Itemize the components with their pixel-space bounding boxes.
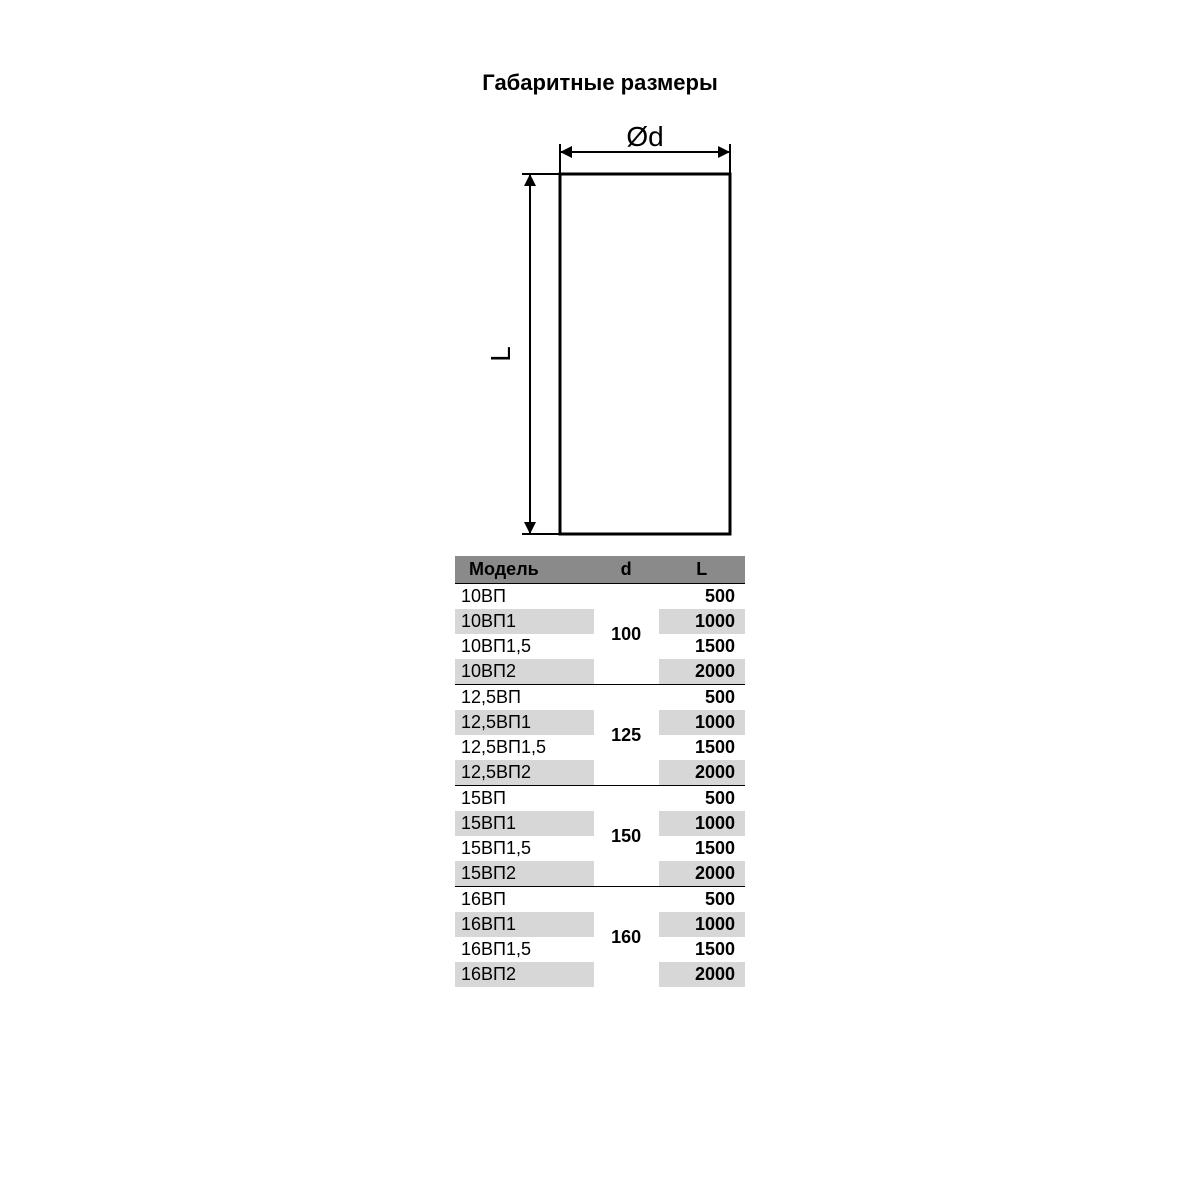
table-header-row: Модель d L — [455, 556, 745, 584]
dimensions-table-wrap: Модель d L 10ВП10050010ВП1100010ВП1,5150… — [455, 556, 745, 987]
l-cell: 1500 — [659, 634, 745, 659]
model-cell: 15ВП1,5 — [455, 836, 594, 861]
col-header-model: Модель — [455, 556, 594, 584]
model-cell: 16ВП2 — [455, 962, 594, 987]
model-cell: 15ВП1 — [455, 811, 594, 836]
dimensions-table: Модель d L 10ВП10050010ВП1100010ВП1,5150… — [455, 556, 745, 987]
svg-text:L: L — [485, 346, 516, 362]
model-cell: 16ВП1 — [455, 912, 594, 937]
page: Габаритные размеры ØdL Модель d L 10ВП10… — [0, 0, 1200, 1200]
table-row: 12,5ВП125500 — [455, 685, 745, 711]
l-cell: 2000 — [659, 760, 745, 786]
col-header-l: L — [659, 556, 745, 584]
l-cell: 1000 — [659, 811, 745, 836]
model-cell: 12,5ВП — [455, 685, 594, 711]
page-title: Габаритные размеры — [482, 70, 717, 96]
l-cell: 500 — [659, 786, 745, 812]
l-cell: 2000 — [659, 962, 745, 987]
l-cell: 1500 — [659, 735, 745, 760]
l-cell: 500 — [659, 584, 745, 610]
model-cell: 12,5ВП1 — [455, 710, 594, 735]
col-header-d: d — [594, 556, 659, 584]
table-row: 16ВП160500 — [455, 887, 745, 913]
l-cell: 500 — [659, 887, 745, 913]
l-cell: 1500 — [659, 937, 745, 962]
model-cell: 16ВП — [455, 887, 594, 913]
model-cell: 10ВП1 — [455, 609, 594, 634]
model-cell: 15ВП — [455, 786, 594, 812]
dimension-diagram: Ød L — [440, 114, 760, 544]
model-cell: 10ВП — [455, 584, 594, 610]
d-cell: 160 — [594, 887, 659, 988]
dimension-svg: Ød L — [440, 114, 760, 544]
l-cell: 1000 — [659, 912, 745, 937]
d-cell: 150 — [594, 786, 659, 887]
table-row: 10ВП100500 — [455, 584, 745, 610]
table-body: 10ВП10050010ВП1100010ВП1,5150010ВП220001… — [455, 584, 745, 988]
model-cell: 12,5ВП2 — [455, 760, 594, 786]
model-cell: 10ВП1,5 — [455, 634, 594, 659]
table-row: 15ВП150500 — [455, 786, 745, 812]
d-cell: 125 — [594, 685, 659, 786]
l-cell: 2000 — [659, 861, 745, 887]
model-cell: 12,5ВП1,5 — [455, 735, 594, 760]
d-cell: 100 — [594, 584, 659, 685]
model-cell: 10ВП2 — [455, 659, 594, 685]
model-cell: 16ВП1,5 — [455, 937, 594, 962]
l-cell: 1000 — [659, 710, 745, 735]
l-cell: 1000 — [659, 609, 745, 634]
svg-text:Ød: Ød — [626, 121, 663, 152]
model-cell: 15ВП2 — [455, 861, 594, 887]
l-cell: 500 — [659, 685, 745, 711]
l-cell: 1500 — [659, 836, 745, 861]
l-cell: 2000 — [659, 659, 745, 685]
